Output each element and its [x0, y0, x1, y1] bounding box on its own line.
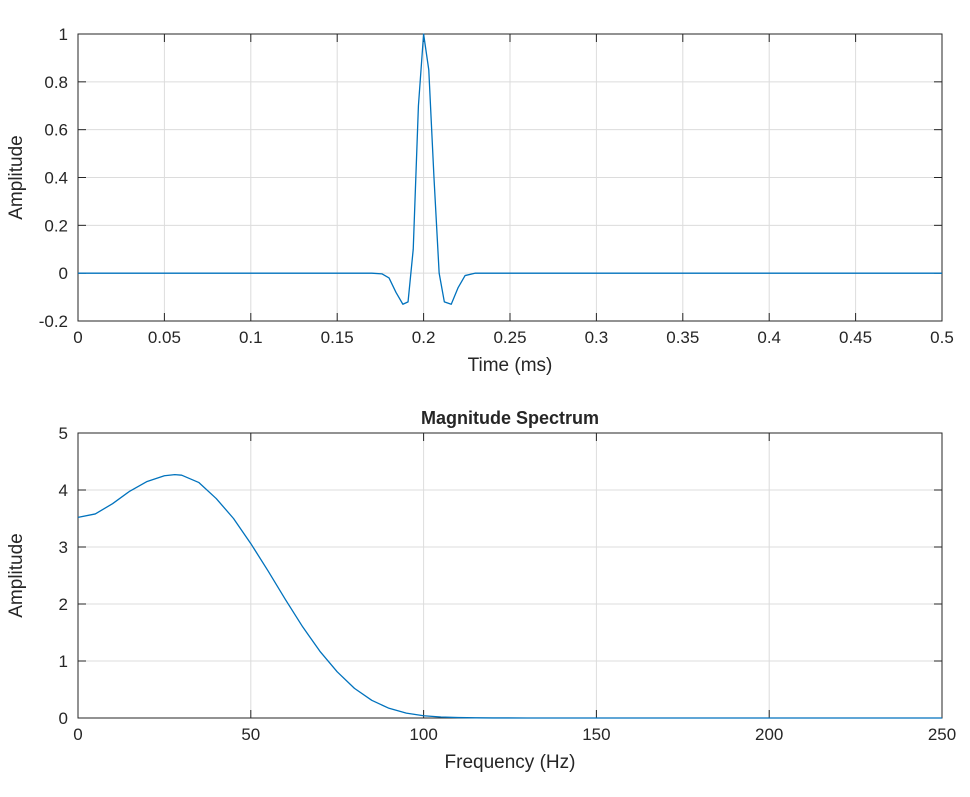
chart1-x-tick-label: 0.05: [148, 328, 181, 347]
chart2-x-tick-label: 200: [755, 725, 783, 744]
chart1-x-tick-label: 0.5: [930, 328, 954, 347]
chart2-plot-area: [77, 432, 943, 719]
chart1-y-tick-label: 1: [59, 25, 68, 44]
chart2-x-tick-label: 150: [582, 725, 610, 744]
chart1-y-tick-label: -0.2: [39, 312, 68, 331]
chart2-y-axis-label: Amplitude: [6, 533, 27, 618]
chart1-x-tick-label: 0: [73, 328, 82, 347]
chart2-y-tick-label: 0: [59, 709, 68, 728]
chart1-y-tick-label: 0.4: [44, 169, 68, 188]
chart1-y-axis-label: Amplitude: [6, 135, 27, 220]
chart1-x-axis-label: Time (ms): [468, 355, 553, 376]
chart2-x-tick-label: 50: [241, 725, 260, 744]
chart2-x-axis-label: Frequency (Hz): [445, 752, 576, 773]
chart1-x-tick-label: 0.3: [585, 328, 609, 347]
chart2-series-line: [77, 473, 942, 719]
chart1-y-tick-label: 0.2: [44, 216, 68, 235]
chart2-group: 0 50 100 150 200 250 0 1 2 3 4 5 Frequency (Hz) Ampli…: [6, 408, 956, 773]
chart2-y-tick-label: 3: [59, 538, 68, 557]
chart1-x-tick-label: 0.4: [757, 328, 781, 347]
chart1-x-tick-label: 0.45: [839, 328, 872, 347]
chart1-x-tick-label: 0.2: [412, 328, 436, 347]
chart1-y-tick-label: 0: [59, 264, 68, 283]
chart1-x-tick-label: 0.35: [666, 328, 699, 347]
chart2-y-tick-label: 1: [59, 652, 68, 671]
chart1-y-tick-label: 0.6: [44, 121, 68, 140]
chart2-title: Magnitude Spectrum: [421, 408, 599, 428]
chart2-x-tick-label: 100: [409, 725, 437, 744]
chart1-x-tick-label: 0.25: [493, 328, 526, 347]
chart2-x-tick-label: 0: [73, 725, 82, 744]
chart1-series-line: [78, 33, 942, 305]
chart1-x-tick-label: 0.1: [239, 328, 263, 347]
chart1-group: 0 0.05 0.1 0.15 0.2 0.25 0.3 0.35 0.4 0.45 0.5 -0.2…: [6, 25, 954, 376]
chart2-y-tick-label: 5: [59, 424, 68, 443]
chart2-x-tick-label: 250: [928, 725, 956, 744]
chart1-x-tick-label: 0.15: [321, 328, 354, 347]
chart2-y-tick-label: 2: [59, 595, 68, 614]
chart1-y-tick-label: 0.8: [44, 73, 68, 92]
chart2-y-tick-label: 4: [59, 481, 68, 500]
